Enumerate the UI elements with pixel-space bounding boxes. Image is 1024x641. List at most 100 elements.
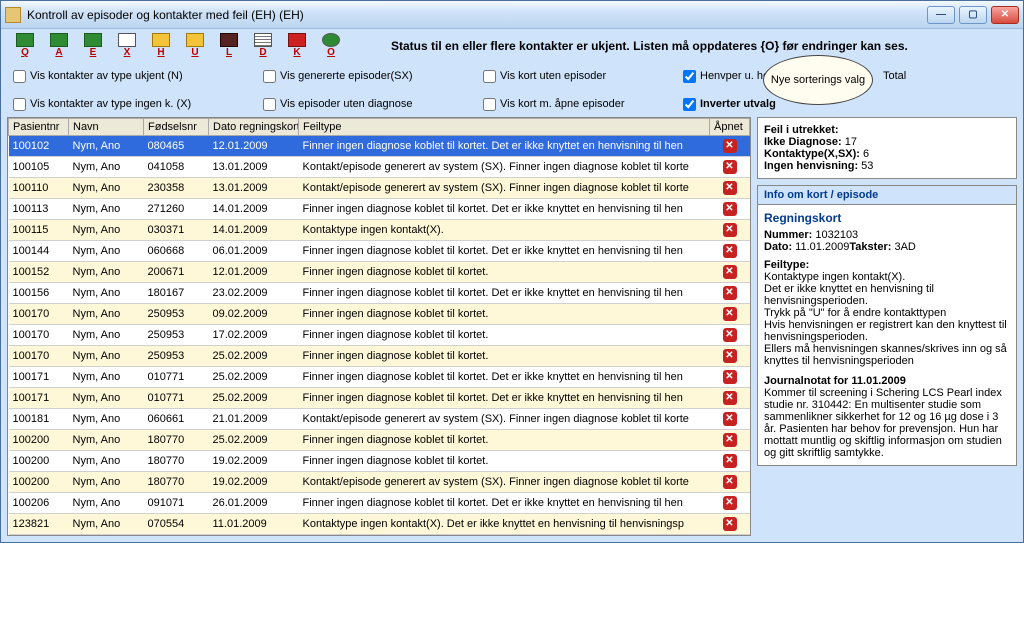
cell-d: 21.01.2009 [209, 409, 299, 430]
app-window: Kontroll av episoder og kontakter med fe… [0, 0, 1024, 543]
card-heading: Regningskort [764, 211, 1010, 225]
column-header[interactable]: Åpnet [710, 119, 750, 136]
x-icon: ✕ [723, 496, 737, 510]
x-icon: ✕ [723, 412, 737, 426]
toolbar-letter: L [226, 47, 232, 58]
close-button[interactable]: ✕ [991, 6, 1019, 24]
checkbox-input[interactable] [263, 98, 276, 111]
opened-cell[interactable]: ✕ [710, 199, 750, 220]
side-panel: Feil i utrekket:Ikke Diagnose: 17Kontakt… [757, 117, 1017, 536]
cell-f: 060668 [144, 241, 209, 262]
toolbar-x-button[interactable]: X [113, 33, 141, 58]
checkbox-input[interactable] [683, 70, 696, 83]
opened-cell[interactable]: ✕ [710, 220, 750, 241]
opened-cell[interactable]: ✕ [710, 283, 750, 304]
table-row[interactable]: 100200Nym, Ano18077019.02.2009Finner ing… [9, 451, 750, 472]
checkbox-input[interactable] [683, 98, 696, 111]
cell-n: Nym, Ano [69, 241, 144, 262]
table-row[interactable]: 100206Nym, Ano09107126.01.2009Finner ing… [9, 493, 750, 514]
toolbar-e-button[interactable]: E [79, 33, 107, 58]
opened-cell[interactable]: ✕ [710, 514, 750, 535]
filter-checkbox[interactable]: Vis episoder uten diagnose [263, 98, 483, 111]
toolbar-exit-button[interactable]: Q [11, 33, 39, 58]
feiltype-line: Det er ikke knyttet en henvisning til he… [764, 283, 1010, 307]
table-row[interactable]: 100113Nym, Ano27126014.01.2009Finner ing… [9, 199, 750, 220]
table-row[interactable]: 100171Nym, Ano01077125.02.2009Finner ing… [9, 367, 750, 388]
cell-t: Kontaktype ingen kontakt(X). [299, 220, 710, 241]
cell-d: 17.02.2009 [209, 325, 299, 346]
x-icon: ✕ [723, 370, 737, 384]
table-row[interactable]: 100144Nym, Ano06066806.01.2009Finner ing… [9, 241, 750, 262]
checkbox-input[interactable] [483, 98, 496, 111]
checkbox-input[interactable] [263, 70, 276, 83]
table-row[interactable]: 100170Nym, Ano25095317.02.2009Finner ing… [9, 325, 750, 346]
column-header[interactable]: Navn [69, 119, 144, 136]
d-icon [254, 33, 272, 47]
opened-cell[interactable]: ✕ [710, 472, 750, 493]
checkbox-input[interactable] [483, 70, 496, 83]
opened-cell[interactable]: ✕ [710, 451, 750, 472]
table-row[interactable]: 100105Nym, Ano04105813.01.2009Kontakt/ep… [9, 157, 750, 178]
table-row[interactable]: 100200Nym, Ano18077019.02.2009Kontakt/ep… [9, 472, 750, 493]
opened-cell[interactable]: ✕ [710, 346, 750, 367]
filter-checkbox[interactable]: Vis genererte episoder(SX) [263, 70, 483, 83]
table-row[interactable]: 100156Nym, Ano18016723.02.2009Finner ing… [9, 283, 750, 304]
table-row[interactable]: 100102Nym, Ano08046512.01.2009Finner ing… [9, 136, 750, 157]
toolbar-letter: H [157, 47, 164, 58]
cell-n: Nym, Ano [69, 157, 144, 178]
toolbar-d-button[interactable]: D [249, 33, 277, 58]
filter-checkbox[interactable]: Vis kontakter av type ingen k. (X) [13, 98, 263, 111]
table-body: 100102Nym, Ano08046512.01.2009Finner ing… [9, 136, 750, 535]
table-row[interactable]: 100200Nym, Ano18077025.02.2009Finner ing… [9, 430, 750, 451]
x-icon: ✕ [723, 349, 737, 363]
filter-checkbox[interactable]: Vis kort m. åpne episoder [483, 98, 683, 111]
table-row[interactable]: 100170Nym, Ano25095325.02.2009Finner ing… [9, 346, 750, 367]
opened-cell[interactable]: ✕ [710, 157, 750, 178]
opened-cell[interactable]: ✕ [710, 367, 750, 388]
table-row[interactable]: 100181Nym, Ano06066121.01.2009Kontakt/ep… [9, 409, 750, 430]
x-icon: ✕ [723, 517, 737, 531]
column-header[interactable]: Fødselsnr [144, 119, 209, 136]
maximize-button[interactable]: ▢ [959, 6, 987, 24]
opened-cell[interactable]: ✕ [710, 136, 750, 157]
toolbar-l-button[interactable]: L [215, 33, 243, 58]
opened-cell[interactable]: ✕ [710, 241, 750, 262]
cell-p: 100200 [9, 451, 69, 472]
column-header[interactable]: Feiltype [299, 119, 710, 136]
opened-cell[interactable]: ✕ [710, 493, 750, 514]
opened-cell[interactable]: ✕ [710, 325, 750, 346]
toolbar-o-button[interactable]: O [317, 33, 345, 58]
toolbar-u-button[interactable]: U [181, 33, 209, 58]
opened-cell[interactable]: ✕ [710, 388, 750, 409]
toolbar-k-button[interactable]: K [283, 33, 311, 58]
feil-title: Feil i utrekket: [764, 124, 839, 136]
opened-cell[interactable]: ✕ [710, 430, 750, 451]
table-row[interactable]: 123821Nym, Ano07055411.01.2009Kontaktype… [9, 514, 750, 535]
x-icon: ✕ [723, 391, 737, 405]
toolbar-h-button[interactable]: H [147, 33, 175, 58]
opened-cell[interactable]: ✕ [710, 304, 750, 325]
cell-f: 080465 [144, 136, 209, 157]
checkbox-input[interactable] [13, 70, 26, 83]
table-row[interactable]: 100115Nym, Ano03037114.01.2009Kontaktype… [9, 220, 750, 241]
x-icon: ✕ [723, 328, 737, 342]
opened-cell[interactable]: ✕ [710, 262, 750, 283]
table-row[interactable]: 100110Nym, Ano23035813.01.2009Kontakt/ep… [9, 178, 750, 199]
toolbar-letter: Q [21, 47, 29, 58]
x-icon: ✕ [723, 202, 737, 216]
toolbar-a-button[interactable]: A [45, 33, 73, 58]
minimize-button[interactable]: — [927, 6, 955, 24]
column-header[interactable]: Pasientnr [9, 119, 69, 136]
table-row[interactable]: 100170Nym, Ano25095309.02.2009Finner ing… [9, 304, 750, 325]
opened-cell[interactable]: ✕ [710, 178, 750, 199]
filter-checkbox[interactable]: Vis kort uten episoder [483, 70, 683, 83]
cell-d: 19.02.2009 [209, 472, 299, 493]
cell-f: 180167 [144, 283, 209, 304]
column-header[interactable]: Dato regningskort [209, 119, 299, 136]
cell-n: Nym, Ano [69, 304, 144, 325]
opened-cell[interactable]: ✕ [710, 409, 750, 430]
table-row[interactable]: 100152Nym, Ano20067112.01.2009Finner ing… [9, 262, 750, 283]
table-row[interactable]: 100171Nym, Ano01077125.02.2009Finner ing… [9, 388, 750, 409]
filter-checkbox[interactable]: Vis kontakter av type ukjent (N) [13, 70, 263, 83]
checkbox-input[interactable] [13, 98, 26, 111]
